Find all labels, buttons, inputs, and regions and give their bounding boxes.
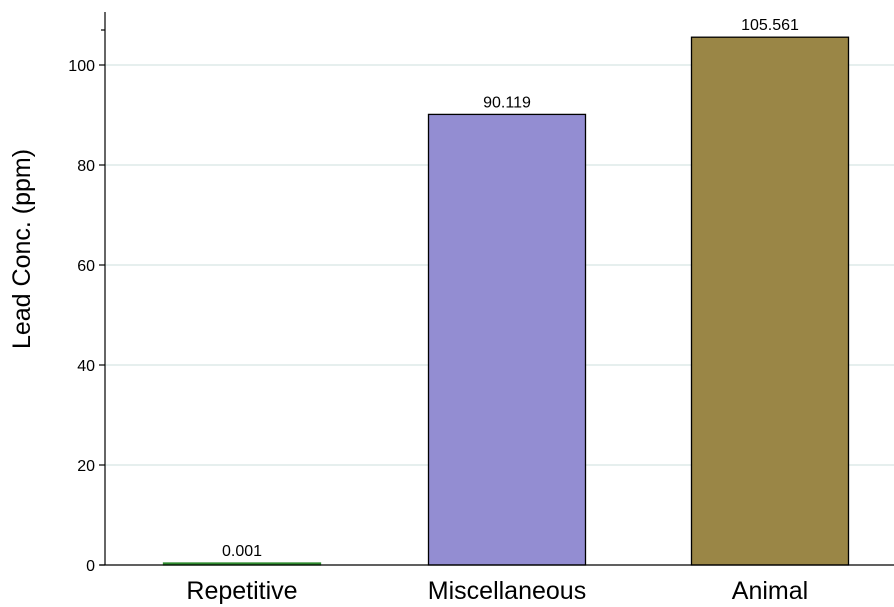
y-tick-label: 80 <box>77 158 95 175</box>
axes <box>100 12 894 566</box>
x-tick-label: Repetitive <box>186 577 297 605</box>
y-ticks: 0 20 40 60 80 100 <box>68 29 105 575</box>
data-label: 0.001 <box>222 543 262 560</box>
x-tick-label: Miscellaneous <box>428 577 586 605</box>
x-tick-labels: Repetitive Miscellaneous Animal <box>186 577 808 605</box>
y-tick-label: 60 <box>77 258 95 275</box>
x-tick-label: Animal <box>732 577 808 605</box>
y-tick-label: 0 <box>86 558 95 575</box>
y-tick-label: 20 <box>77 458 95 475</box>
data-labels: 0.001 90.119 105.561 <box>222 17 799 560</box>
bar-miscellaneous <box>427 113 587 566</box>
bars <box>162 36 850 566</box>
data-label: 105.561 <box>741 17 799 34</box>
bar-animal <box>690 36 850 566</box>
data-label: 90.119 <box>483 94 531 111</box>
y-tick-label: 100 <box>68 58 95 75</box>
y-tick-label: 40 <box>77 358 95 375</box>
y-axis-title: Lead Conc. (ppm) <box>8 149 36 349</box>
